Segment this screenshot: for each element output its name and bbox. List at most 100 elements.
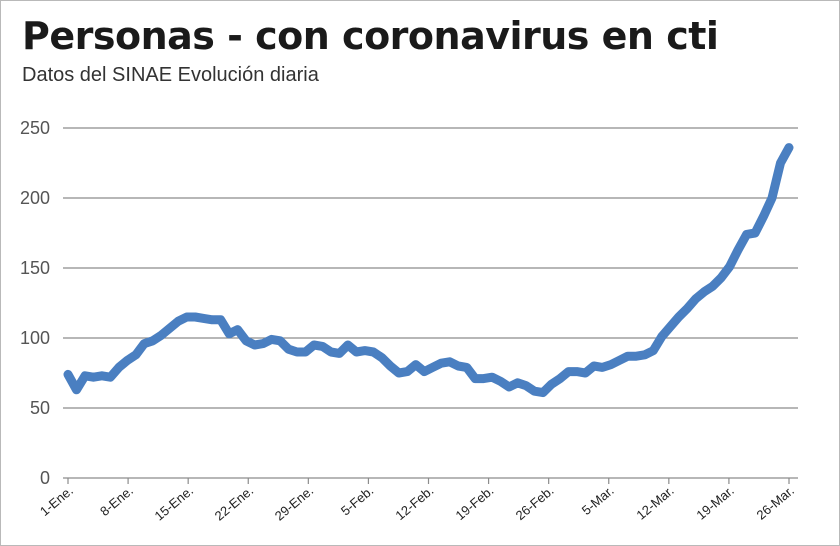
data-point bbox=[305, 351, 306, 353]
y-tick-label: 100 bbox=[20, 328, 50, 348]
data-point bbox=[525, 385, 527, 387]
data-point bbox=[322, 345, 323, 347]
data-point bbox=[220, 319, 222, 321]
data-point bbox=[415, 364, 417, 366]
data-point bbox=[746, 233, 748, 235]
data-point bbox=[338, 352, 340, 354]
x-tick-label: 26-Feb. bbox=[513, 483, 557, 523]
data-point bbox=[754, 232, 756, 234]
data-point bbox=[440, 362, 442, 364]
data-point bbox=[635, 355, 637, 357]
data-point bbox=[296, 351, 298, 353]
data-point bbox=[186, 316, 188, 318]
data-point bbox=[109, 376, 111, 378]
data-point bbox=[423, 371, 425, 373]
data-point bbox=[177, 320, 179, 322]
data-point bbox=[763, 215, 765, 217]
chart-subtitle: Datos del SINAE Evolución diaria bbox=[22, 64, 319, 86]
data-point bbox=[211, 319, 213, 321]
data-point bbox=[143, 343, 145, 345]
data-point bbox=[686, 308, 688, 310]
y-tick-label: 250 bbox=[20, 118, 50, 138]
data-point bbox=[372, 351, 374, 353]
data-point bbox=[271, 338, 273, 340]
x-tick-label: 22-Ene. bbox=[212, 483, 257, 524]
x-tick-label: 29-Ene. bbox=[272, 483, 317, 524]
data-point bbox=[618, 359, 620, 361]
data-point bbox=[508, 386, 510, 388]
data-point bbox=[712, 285, 714, 287]
data-point bbox=[695, 298, 697, 300]
data-point bbox=[398, 372, 400, 374]
data-point bbox=[568, 371, 569, 373]
data-point bbox=[584, 372, 586, 374]
data-point bbox=[601, 366, 603, 368]
data-point bbox=[542, 392, 544, 394]
data-point bbox=[457, 365, 459, 367]
data-point bbox=[720, 277, 722, 279]
data-point bbox=[466, 366, 468, 368]
data-point bbox=[474, 378, 476, 380]
data-point bbox=[559, 378, 561, 380]
data-point bbox=[364, 350, 366, 352]
y-tick-label: 200 bbox=[20, 188, 50, 208]
x-tick-label: 19-Feb. bbox=[453, 483, 497, 523]
data-point bbox=[406, 371, 408, 373]
series-group bbox=[63, 143, 794, 398]
data-point bbox=[517, 382, 519, 384]
data-point bbox=[678, 316, 680, 318]
x-tick-label: 5-Feb. bbox=[338, 483, 376, 519]
data-point bbox=[576, 371, 578, 373]
data-point bbox=[355, 351, 357, 353]
data-point bbox=[788, 147, 790, 149]
data-point bbox=[491, 376, 493, 378]
data-point bbox=[729, 266, 731, 268]
data-point bbox=[76, 389, 77, 391]
gridlines bbox=[63, 127, 798, 409]
series-line-0 bbox=[63, 143, 794, 398]
data-point bbox=[160, 334, 162, 336]
x-tick-label: 26-Mar. bbox=[754, 483, 797, 523]
data-point bbox=[483, 378, 485, 380]
data-point bbox=[627, 355, 629, 357]
data-point bbox=[118, 366, 120, 368]
data-point bbox=[500, 380, 502, 382]
data-point bbox=[203, 317, 205, 319]
data-point bbox=[194, 316, 196, 318]
x-tick-label: 8-Ene. bbox=[97, 483, 136, 519]
data-point bbox=[644, 354, 646, 356]
x-tick-label: 15-Ene. bbox=[152, 483, 197, 524]
data-point bbox=[780, 162, 781, 164]
data-point bbox=[389, 365, 391, 367]
data-point bbox=[245, 340, 247, 342]
data-point bbox=[737, 249, 739, 251]
data-point bbox=[126, 359, 128, 361]
data-point bbox=[313, 344, 315, 346]
x-tick-label: 12-Feb. bbox=[392, 483, 436, 523]
data-point bbox=[381, 357, 383, 359]
data-point bbox=[610, 364, 612, 366]
data-point bbox=[432, 366, 434, 368]
data-point bbox=[534, 390, 535, 392]
x-tick-label: 1-Ene. bbox=[37, 483, 76, 519]
data-point bbox=[84, 375, 86, 377]
data-point bbox=[703, 291, 705, 293]
y-axis-ticks: 0 50 100 150 200 250 bbox=[20, 118, 50, 488]
data-point bbox=[237, 329, 239, 331]
data-point bbox=[593, 365, 595, 367]
data-point bbox=[288, 348, 289, 350]
x-axis-ticks: 1-Ene. 8-Ene. 15-Ene. 22-Ene. 29-Ene. 5-Feb. 1… bbox=[37, 478, 797, 524]
data-point bbox=[135, 354, 137, 356]
data-point bbox=[92, 376, 94, 378]
x-tick-label: 12-Mar. bbox=[633, 483, 676, 523]
chart-title: Personas - con coronavirus en cti bbox=[22, 14, 719, 58]
data-point bbox=[771, 197, 773, 199]
data-point bbox=[152, 340, 154, 342]
data-point bbox=[228, 333, 230, 335]
data-point bbox=[669, 326, 671, 328]
data-point bbox=[262, 343, 264, 345]
data-point bbox=[101, 375, 103, 377]
data-point bbox=[254, 344, 256, 346]
